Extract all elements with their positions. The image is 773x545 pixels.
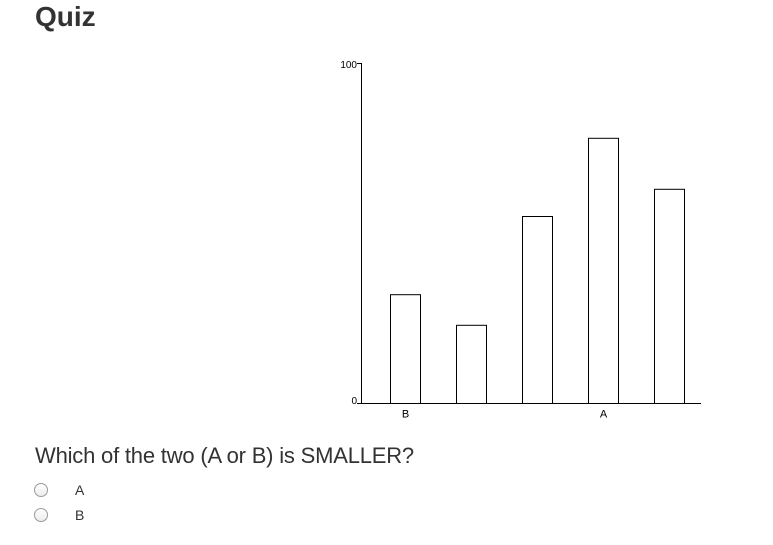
bar-1	[390, 294, 421, 405]
bar-5	[654, 188, 685, 404]
option-b[interactable]: B	[34, 503, 84, 527]
y-tick-label-max: 100	[340, 60, 357, 71]
option-b-radio[interactable]	[34, 508, 48, 522]
option-a[interactable]: A	[34, 478, 84, 502]
bar-label-a: A	[600, 409, 608, 421]
bar-2	[456, 324, 487, 404]
bar-4	[588, 137, 619, 405]
page-title: Quiz	[35, 1, 96, 32]
option-b-label[interactable]: B	[75, 507, 85, 523]
question-text: Which of the two (A or B) is SMALLER?	[35, 443, 414, 468]
option-a-label[interactable]: A	[75, 482, 85, 498]
bar-label-b: B	[402, 409, 409, 421]
answer-options: A B	[34, 478, 84, 528]
bar-3	[522, 216, 553, 404]
option-a-radio[interactable]	[34, 483, 48, 497]
bars-group	[390, 137, 685, 405]
y-tick-label-min: 0	[351, 396, 357, 407]
